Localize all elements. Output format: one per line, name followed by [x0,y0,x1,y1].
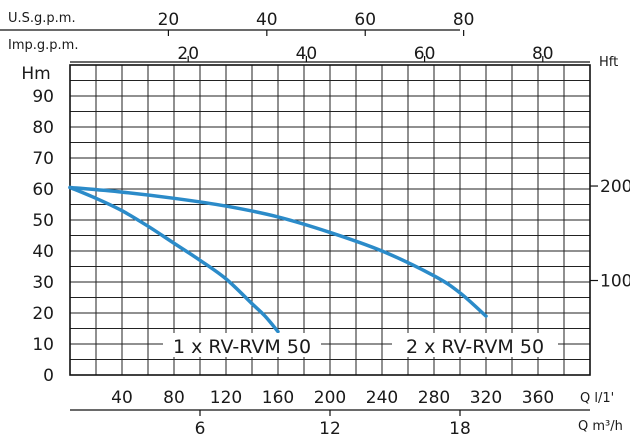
hft-tick-label: 200 [600,177,630,197]
x-tick-label: 240 [366,388,398,408]
imp-gpm-tick-label: 60 [414,44,436,64]
x-tick-label: 120 [210,388,242,408]
y-tick-label: 10 [32,335,54,355]
imp-gpm-tick-label: 20 [177,44,199,64]
x-tick-label: 320 [470,388,502,408]
x-tick-label: 80 [163,388,185,408]
y-axis-label: Hm [21,64,50,84]
y-tick-label: 80 [32,118,54,138]
series-labels: 1 x RV-RVM 50 2 x RV-RVM 50 [163,333,558,358]
y-tick-label: 50 [32,211,54,231]
x-tick-label: 280 [418,388,450,408]
grid [70,65,590,375]
y-tick-label: 0 [43,366,54,386]
series-label-background [163,333,321,357]
plot-frame [69,64,591,376]
imp-gpm-tick-label: 40 [296,44,318,64]
series-curve-2 [68,185,488,318]
m3h-axis-label: Q m³/h [578,419,623,434]
y-tick-label: 70 [32,149,54,169]
m3h-tick-label: 6 [195,419,206,439]
m3h-tick-label: 18 [449,419,471,439]
plot-border [69,64,591,376]
series-curve-1 [68,185,280,334]
m3h-tick-label: 12 [319,419,341,439]
imp-gpm-tick-label: 80 [532,44,554,64]
y-tick-label: 40 [32,242,54,262]
imp-gpm-axis-label: Imp.g.p.m. [8,38,78,53]
hft-tick-label: 100 [600,272,630,292]
series [68,185,488,334]
series-label-background [392,333,558,357]
series-label: 1 x RV-RVM 50 [173,336,311,358]
y-tick-label: 60 [32,180,54,200]
us-gpm-tick-label: 20 [158,10,180,30]
series-label: 2 x RV-RVM 50 [406,336,544,358]
x-tick-label: 200 [314,388,346,408]
us-gpm-tick-label: 80 [453,10,475,30]
us-gpm-axis-label: U.S.g.p.m. [8,11,76,26]
us-gpm-tick-label: 40 [256,10,278,30]
us-gpm-tick-label: 60 [354,10,376,30]
hft-axis-label: Hft [599,55,618,70]
x-tick-label: 360 [522,388,554,408]
axes: Hm 0 10 20 30 40 50 60 70 80 90 40 80 120 160 200 240 280… [0,10,630,439]
x-tick-label: 40 [111,388,133,408]
y-tick-label: 20 [32,304,54,324]
x-tick-label: 160 [262,388,294,408]
x-axis-unit-label: Q l/1' [580,391,614,406]
y-tick-label: 90 [32,87,54,107]
y-tick-label: 30 [32,273,54,293]
